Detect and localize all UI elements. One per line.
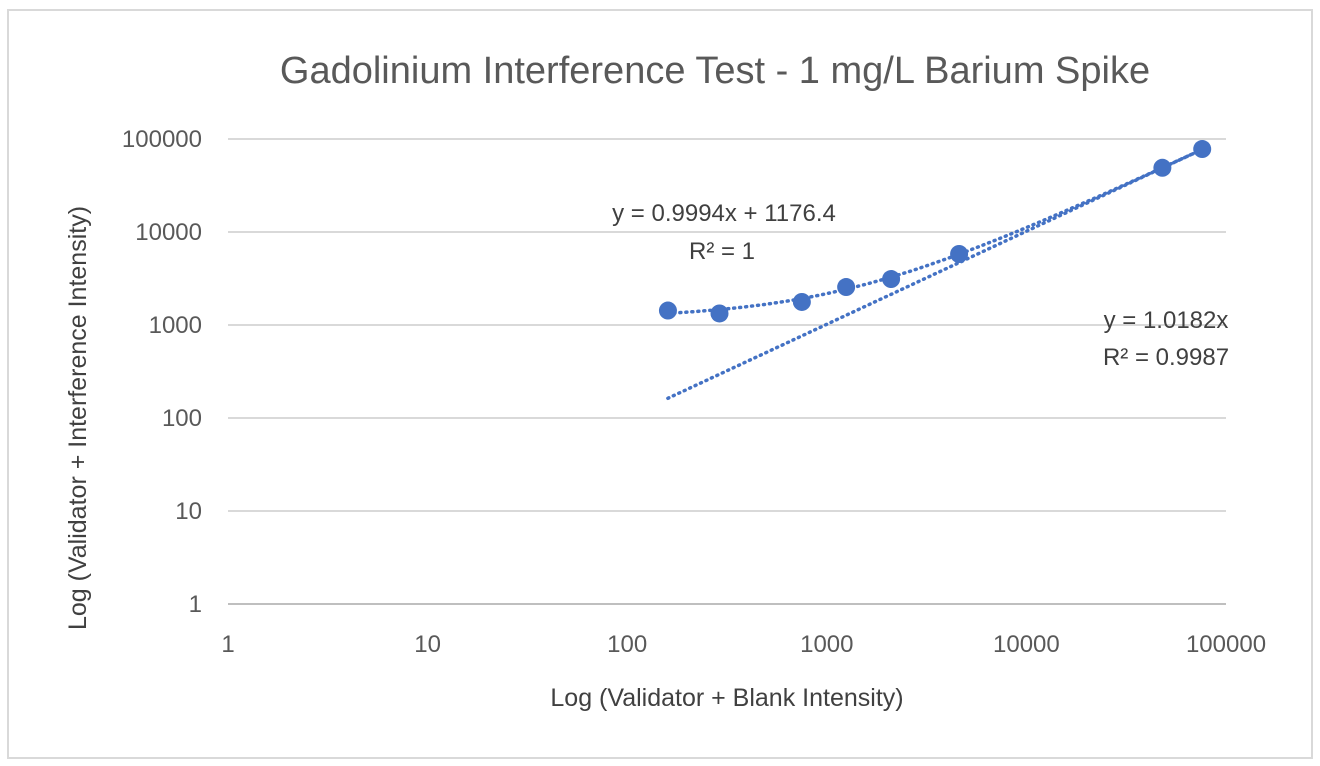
y-tick-label: 100000 xyxy=(122,126,202,153)
x-tick-labels: 1 10 100 1000 10000 100000 xyxy=(221,631,1266,658)
trendline-1 xyxy=(666,147,1204,316)
y-tick-label: 10 xyxy=(175,498,202,525)
data-point xyxy=(882,270,901,289)
y-tick-label: 1000 xyxy=(149,312,202,339)
x-tick-label: 1 xyxy=(221,631,234,658)
y-tick-labels: 1 10 100 1000 10000 100000 xyxy=(122,126,202,618)
data-point xyxy=(1153,158,1172,177)
x-tick-label: 10 xyxy=(414,631,441,658)
gridlines xyxy=(228,138,1226,605)
data-point xyxy=(792,292,811,311)
data-point xyxy=(950,245,969,264)
data-point xyxy=(837,278,856,297)
y-tick-label: 1 xyxy=(189,591,202,618)
trendline-2 xyxy=(666,147,1204,401)
trendline-1-equation: y = 0.9994x + 1176.4 xyxy=(612,200,836,227)
x-axis-label: Log (Validator + Blank Intensity) xyxy=(550,684,903,712)
x-tick-label: 10000 xyxy=(993,631,1060,658)
y-tick-label: 100 xyxy=(162,405,202,432)
y-tick-label: 10000 xyxy=(135,219,202,246)
x-tick-label: 100 xyxy=(607,631,647,658)
data-points xyxy=(658,140,1212,323)
chart-frame xyxy=(7,9,1313,759)
x-tick-label: 100000 xyxy=(1186,631,1266,658)
trendlines xyxy=(666,147,1204,401)
trendline-2-equation: y = 1.0182x xyxy=(1104,307,1229,334)
data-point xyxy=(658,301,677,320)
data-point xyxy=(710,304,729,323)
y-axis-label: Log (Validator + Interference Intensity) xyxy=(64,206,92,630)
x-tick-label: 1000 xyxy=(800,631,853,658)
chart-title: Gadolinium Interference Test - 1 mg/L Ba… xyxy=(280,50,1150,92)
trendline-1-r2: R² = 1 xyxy=(689,238,755,265)
data-point xyxy=(1193,140,1212,159)
trendline-2-r2: R² = 0.9987 xyxy=(1103,344,1229,371)
